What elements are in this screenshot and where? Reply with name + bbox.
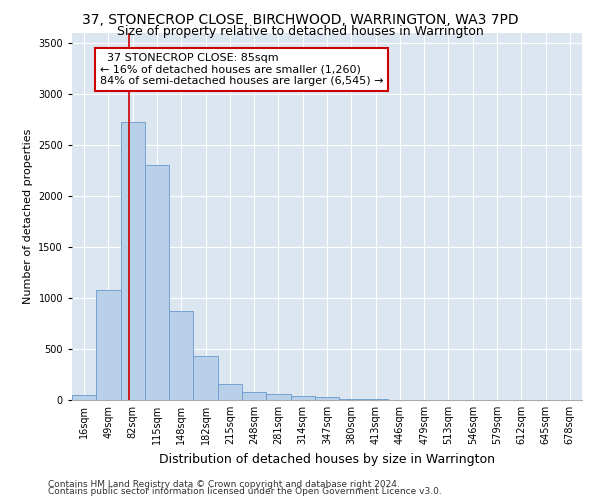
Bar xyxy=(218,384,242,400)
Text: Contains HM Land Registry data © Crown copyright and database right 2024.: Contains HM Land Registry data © Crown c… xyxy=(48,480,400,489)
Y-axis label: Number of detached properties: Number of detached properties xyxy=(23,128,32,304)
Bar xyxy=(242,392,266,400)
Bar xyxy=(169,311,193,400)
Bar xyxy=(266,394,290,400)
Text: 37, STONECROP CLOSE, BIRCHWOOD, WARRINGTON, WA3 7PD: 37, STONECROP CLOSE, BIRCHWOOD, WARRINGT… xyxy=(82,12,518,26)
Bar xyxy=(315,398,339,400)
X-axis label: Distribution of detached houses by size in Warrington: Distribution of detached houses by size … xyxy=(159,452,495,466)
Bar xyxy=(290,396,315,400)
Bar xyxy=(121,122,145,400)
Bar xyxy=(339,399,364,400)
Text: 37 STONECROP CLOSE: 85sqm
← 16% of detached houses are smaller (1,260)
84% of se: 37 STONECROP CLOSE: 85sqm ← 16% of detac… xyxy=(100,53,383,86)
Bar xyxy=(96,290,121,400)
Text: Contains public sector information licensed under the Open Government Licence v3: Contains public sector information licen… xyxy=(48,487,442,496)
Bar xyxy=(193,356,218,400)
Bar xyxy=(145,165,169,400)
Bar xyxy=(72,395,96,400)
Text: Size of property relative to detached houses in Warrington: Size of property relative to detached ho… xyxy=(116,25,484,38)
